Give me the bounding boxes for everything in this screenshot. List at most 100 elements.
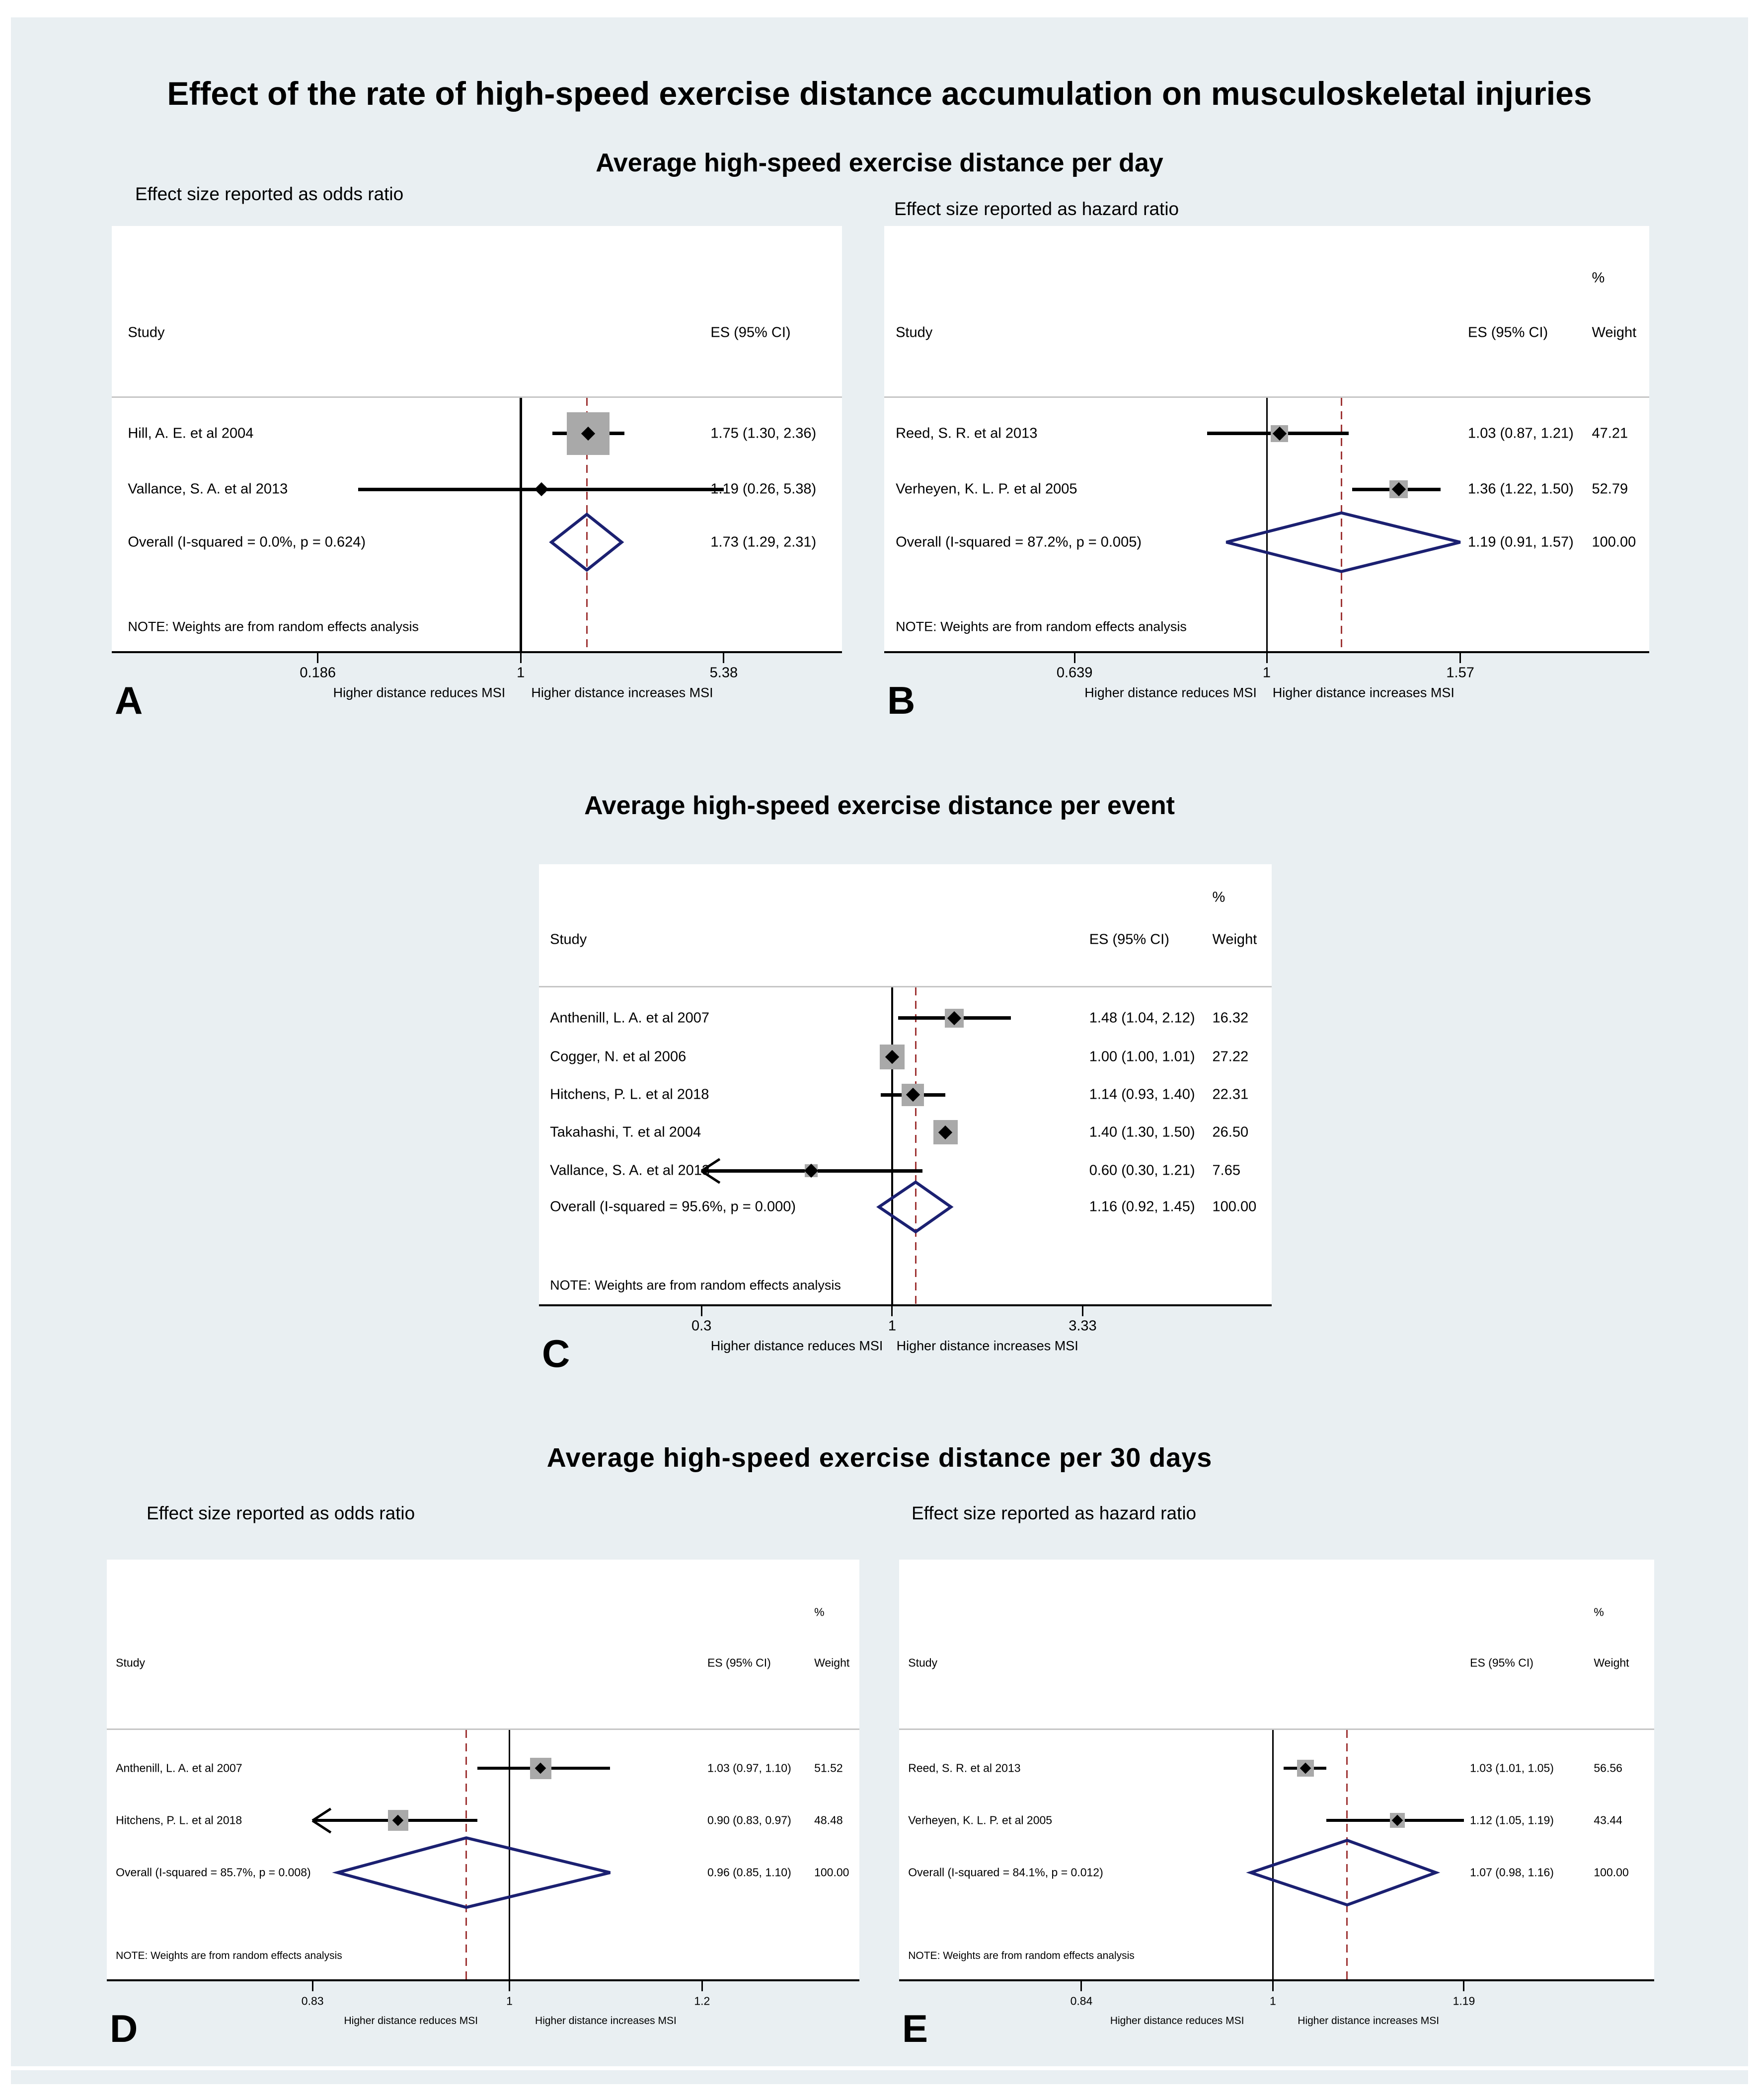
note-text: NOTE: Weights are from random effects an…	[550, 1277, 841, 1293]
es-value: 1.16 (0.92, 1.45)	[1089, 1199, 1195, 1215]
es-value: 1.03 (1.01, 1.05)	[1470, 1761, 1554, 1775]
section-3-heading: Average high-speed exercise distance per…	[546, 1443, 1213, 1473]
study-label: Verheyen, K. L. P. et al 2005	[896, 481, 1077, 497]
bottom-strip	[11, 2070, 1748, 2084]
overall-label: Overall (I-squared = 0.0%, p = 0.624)	[128, 534, 366, 550]
overall-estimate-dashed-line	[1340, 398, 1342, 652]
null-effect-line	[891, 987, 893, 1305]
column-header-study: Study	[896, 324, 933, 340]
axis-direction-label-right: Higher distance increases MSI	[531, 685, 713, 700]
header-separator	[899, 1728, 1654, 1730]
section-2-heading: Average high-speed exercise distance per…	[584, 791, 1175, 820]
null-effect-line	[519, 398, 522, 652]
forest-panel-b: Study ES (95% CI)% Weight Reed, S. R. et al…	[884, 226, 1649, 722]
axis-tick-label: 0.186	[300, 665, 336, 681]
axis-tick	[509, 1981, 511, 1991]
study-label: Hitchens, P. L. et al 2018	[116, 1813, 242, 1827]
overall-diamond	[1246, 1838, 1441, 1907]
axis-tick	[1080, 1981, 1082, 1991]
section-1-heading: Average high-speed exercise distance per…	[596, 149, 1163, 177]
weight-value: 47.21	[1592, 425, 1628, 442]
es-value: 1.75 (1.30, 2.36)	[710, 425, 817, 442]
axis-line	[899, 1979, 1654, 1981]
axis-direction-label-left: Higher distance reduces MSI	[1110, 2015, 1244, 2026]
axis-tick-label: 1.57	[1446, 665, 1474, 681]
axis-tick-label: 3.33	[1069, 1318, 1097, 1334]
es-value: 1.07 (0.98, 1.16)	[1470, 1866, 1554, 1879]
weight-value: 56.56	[1594, 1761, 1622, 1775]
panel-letter: A	[115, 678, 143, 722]
weight-value: 100.00	[1594, 1866, 1629, 1879]
panel-b-subtitle: Effect size reported as hazard ratio	[894, 199, 1179, 219]
column-header-es: ES (95% CI)	[707, 1656, 771, 1669]
column-header-es: ES (95% CI)	[1470, 1656, 1533, 1669]
study-label: Reed, S. R. et al 2013	[896, 425, 1038, 442]
column-header-study: Study	[550, 931, 587, 948]
axis-tick	[1073, 653, 1075, 663]
axis-line	[539, 1304, 1272, 1306]
figure-title: Effect of the rate of high-speed exercis…	[167, 75, 1592, 112]
axis-tick	[891, 1306, 893, 1316]
weight-value: 100.00	[1212, 1199, 1257, 1215]
axis-line	[884, 651, 1649, 653]
axis-tick-label: 0.84	[1070, 1994, 1093, 2008]
weight-value: 16.32	[1212, 1010, 1249, 1026]
axis-tick	[1463, 1981, 1465, 1991]
overall-diamond	[332, 1836, 611, 1909]
axis-tick-label: 0.83	[301, 1994, 324, 2008]
axis-tick-label: 5.38	[709, 665, 738, 681]
es-value: 1.14 (0.93, 1.40)	[1089, 1086, 1195, 1103]
axis-tick	[1459, 653, 1461, 663]
es-value: 0.60 (0.30, 1.21)	[1089, 1162, 1195, 1179]
axis-tick-label: 0.3	[691, 1318, 712, 1334]
es-value: 1.19 (0.26, 5.38)	[710, 481, 817, 497]
study-label: Anthenill, L. A. et al 2007	[116, 1761, 242, 1775]
study-label: Verheyen, K. L. P. et al 2005	[908, 1813, 1053, 1827]
column-header-weight: Weight	[1594, 1656, 1629, 1669]
header-separator	[884, 396, 1649, 398]
study-label: Takahashi, T. et al 2004	[550, 1124, 701, 1140]
axis-direction-label-right: Higher distance increases MSI	[535, 2015, 677, 2026]
axis-direction-label-right: Higher distance increases MSI	[1272, 685, 1454, 700]
study-label: Reed, S. R. et al 2013	[908, 1761, 1021, 1775]
es-value: 1.03 (0.97, 1.10)	[707, 1761, 791, 1775]
column-header-weight: Weight	[814, 1656, 850, 1669]
study-label: Hitchens, P. L. et al 2018	[550, 1086, 709, 1103]
note-text: NOTE: Weights are from random effects an…	[116, 1950, 342, 1961]
overall-label: Overall (I-squared = 84.1%, p = 0.012)	[908, 1866, 1103, 1879]
weight-value: 52.79	[1592, 481, 1628, 497]
weight-value: 7.65	[1212, 1162, 1240, 1179]
study-label: Anthenill, L. A. et al 2007	[550, 1010, 709, 1026]
header-separator	[107, 1728, 859, 1730]
forest-panel-c: Study ES (95% CI)% Weight Anthenill, L. A. …	[539, 864, 1272, 1375]
axis-direction-label-right: Higher distance increases MSI	[896, 1338, 1078, 1353]
axis-direction-label-left: Higher distance reduces MSI	[333, 685, 506, 700]
panel-letter: E	[902, 2007, 928, 2050]
panel-letter: C	[542, 1332, 570, 1375]
study-label: Vallance, S. A. et al 2013	[550, 1162, 710, 1179]
axis-tick	[1266, 653, 1268, 663]
axis-direction-label-left: Higher distance reduces MSI	[710, 1338, 883, 1353]
column-header-weight: Weight	[1592, 324, 1637, 340]
axis-tick-label: 1	[517, 665, 525, 681]
axis-tick-label: 1	[888, 1318, 897, 1334]
null-effect-line	[1272, 1729, 1274, 1980]
axis-tick	[317, 653, 319, 663]
weight-value: 26.50	[1212, 1124, 1249, 1140]
axis-tick	[700, 1306, 702, 1316]
column-header-study: Study	[128, 324, 165, 340]
forest-panel-d: Study ES (95% CI)% Weight Anthenill, L. A. …	[107, 1560, 859, 2050]
study-label: Vallance, S. A. et al 2013	[128, 481, 288, 497]
weight-value: 27.22	[1212, 1049, 1249, 1065]
es-value: 1.48 (1.04, 2.12)	[1089, 1010, 1195, 1026]
overall-estimate-dashed-line	[1346, 1729, 1348, 1980]
panel-letter: B	[887, 678, 916, 722]
column-header-study: Study	[116, 1656, 145, 1669]
note-text: NOTE: Weights are from random effects an…	[908, 1950, 1135, 1961]
overall-label: Overall (I-squared = 85.7%, p = 0.008)	[116, 1866, 311, 1879]
weight-value: 48.48	[814, 1813, 843, 1827]
overall-label: Overall (I-squared = 95.6%, p = 0.000)	[550, 1199, 796, 1215]
es-value: 1.36 (1.22, 1.50)	[1468, 481, 1574, 497]
column-header-percent: %	[1212, 889, 1225, 905]
axis-tick	[723, 653, 725, 663]
